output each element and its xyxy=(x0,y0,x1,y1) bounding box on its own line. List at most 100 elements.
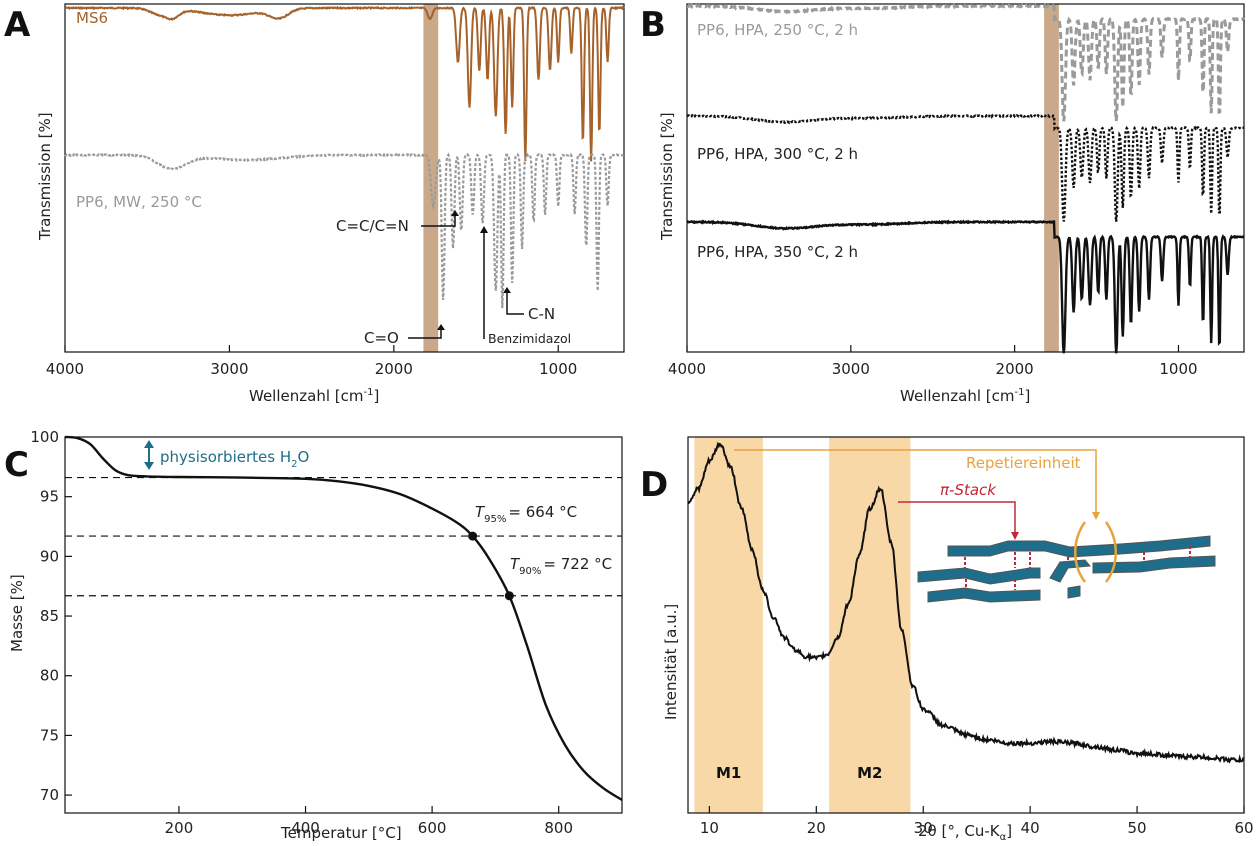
polymer-chain-top xyxy=(947,535,1211,558)
panel-c-marker xyxy=(504,591,514,601)
annotation-t95-symbol: T xyxy=(475,503,486,521)
polymer-chain-left-middle xyxy=(917,567,1041,585)
panel-d-x-tick-label: 60 xyxy=(1234,819,1253,837)
panel-b-ticks: 4000 3000 2000 1000 xyxy=(668,345,1198,378)
panel-a-series-label-ms6: MS6 xyxy=(76,9,108,27)
panel-b-x-tick-label: 3000 xyxy=(832,360,870,378)
polymer-chain-fragment xyxy=(1067,585,1081,599)
annotation-pi-stack: π-Stack xyxy=(940,481,997,499)
band-label-m1: M1 xyxy=(716,764,741,782)
panel-d-x-axis-label-main: 2θ [°, Cu-K xyxy=(918,822,1001,840)
annotation-t95-sub: 95% xyxy=(484,514,506,525)
annotation-c-c-c-n: C=C/C=N xyxy=(336,217,409,235)
annotation-physisorbed-sub: 2 xyxy=(291,459,297,470)
annotation-physisorbed-main: physisorbiertes H xyxy=(160,448,291,466)
polymer-chain-left-bottom xyxy=(927,587,1041,603)
panel-a: 4000 3000 2000 1000 MS6 PP6, MW, 250 °C C=C… xyxy=(36,3,625,405)
annotation-t90-sub: 90% xyxy=(519,566,541,577)
panel-d: 10 20 30 40 50 60 Repetiereinheit π-Stack M1 … xyxy=(662,436,1254,843)
panel-c-x-tick-label: 200 xyxy=(165,819,194,837)
polymer-stack-illustration xyxy=(917,521,1216,603)
panel-c-mass-curve xyxy=(64,435,623,801)
panel-c-y-tick-label: 85 xyxy=(40,607,59,625)
panel-d-band-m1 xyxy=(694,437,763,813)
annotation-benzimidazol-arrowhead xyxy=(480,226,488,233)
panel-b-band xyxy=(1044,4,1059,352)
panel-b-x-axis-label-sup: -1 xyxy=(1014,387,1024,398)
panel-b-x-tick-label: 2000 xyxy=(996,360,1034,378)
panel-c-y-axis-label: Masse [%] xyxy=(8,574,26,652)
panel-c-x-tick-label: 600 xyxy=(418,819,447,837)
panel-c-y-tick-label: 80 xyxy=(40,667,59,685)
panel-b-series-250-line xyxy=(686,2,1245,122)
panel-a-frame xyxy=(64,3,625,353)
panel-c-y-tick-label: 75 xyxy=(40,726,59,744)
annotation-t90: T90% = 722 °C xyxy=(510,555,612,577)
panel-a-x-axis-label-sup: -1 xyxy=(363,387,373,398)
panel-b-x-tick-label: 4000 xyxy=(668,360,706,378)
annotation-t90-value: = 722 °C xyxy=(543,555,612,573)
annotation-physisorbed-end: O xyxy=(297,448,309,466)
panel-c-marker xyxy=(468,531,478,541)
panel-d-ticks: 10 20 30 40 50 60 xyxy=(700,806,1254,837)
panel-letter-d: D xyxy=(640,465,668,505)
annotation-c-n: C-N xyxy=(528,305,555,323)
panel-b-series-label-350: PP6, HPA, 350 °C, 2 h xyxy=(697,243,858,261)
polymer-chain-right xyxy=(1092,555,1216,574)
panel-b-x-axis-label: Wellenzahl [cm-1] xyxy=(900,387,1030,405)
annotation-c-o: C=O xyxy=(364,329,399,347)
panel-b-x-axis-label-end: ] xyxy=(1024,387,1030,405)
panel-letter-b: B xyxy=(640,5,666,45)
panel-b-y-axis-label: Transmission [%] xyxy=(658,112,676,241)
panel-a-series-label-pp6-mw: PP6, MW, 250 °C xyxy=(76,193,202,211)
band-label-m2: M2 xyxy=(857,764,882,782)
panel-b-x-axis-label-main: Wellenzahl [cm xyxy=(900,387,1014,405)
panel-a-band xyxy=(423,4,439,352)
panel-a-x-axis-label-end: ] xyxy=(373,387,379,405)
panel-c-y-tick-label: 70 xyxy=(40,786,59,804)
panel-d-x-axis-label-sub: α xyxy=(1000,832,1007,843)
panel-b-series-300-line xyxy=(686,113,1245,222)
panel-b-x-tick-label: 1000 xyxy=(1159,360,1197,378)
pi-stack-bonds xyxy=(964,546,1191,590)
annotation-physisorbed-water: physisorbiertes H2O xyxy=(160,448,309,470)
repeat-unit-arrowhead xyxy=(1092,512,1100,520)
panel-d-x-tick-label: 10 xyxy=(700,819,719,837)
panel-c-reference-lines xyxy=(65,476,622,597)
panel-c-y-tick-label: 90 xyxy=(40,547,59,565)
panel-d-x-axis-label: 2θ [°, Cu-Kα] xyxy=(918,822,1012,843)
annotation-c-n-pointer xyxy=(506,290,524,315)
annotation-c-o-pointer xyxy=(408,327,442,339)
annotation-t95: T95% = 664 °C xyxy=(475,503,577,525)
panel-a-y-axis-label: Transmission [%] xyxy=(36,112,54,241)
panel-d-x-axis-label-end: ] xyxy=(1006,822,1012,840)
panel-d-frame xyxy=(687,436,1245,814)
physisorbed-arrow-down xyxy=(144,462,154,470)
panel-a-x-tick-label: 3000 xyxy=(210,360,248,378)
panel-letter-a: A xyxy=(4,5,31,45)
annotation-c-o-arrowhead xyxy=(437,324,445,330)
panel-b-frame xyxy=(686,3,1245,353)
annotation-c-c-c-n-arrowhead xyxy=(451,210,459,216)
panel-c-markers xyxy=(468,531,514,601)
panel-b-series-label-300: PP6, HPA, 300 °C, 2 h xyxy=(697,145,858,163)
annotation-c-n-arrowhead xyxy=(503,287,511,293)
panel-d-xrd-curve xyxy=(687,441,1245,764)
panel-a-series-ms6-line xyxy=(64,5,625,162)
panel-d-y-axis-label: Intensität [a.u.] xyxy=(662,604,680,720)
panel-a-x-axis-label: Wellenzahl [cm-1] xyxy=(249,387,379,405)
panel-c-x-axis-label: Temperatur [°C] xyxy=(280,824,402,842)
panel-c-y-tick-label: 100 xyxy=(30,428,59,446)
panel-c-ticks: 200 400 600 800 70 75 80 85 90 95 100 xyxy=(30,428,573,837)
pi-stack-pointer xyxy=(898,501,1016,535)
repeat-unit-pointer xyxy=(734,449,1097,515)
panel-c-x-tick-label: 800 xyxy=(544,819,573,837)
panel-letter-c: C xyxy=(4,445,29,485)
panel-b-series-350-line xyxy=(686,219,1245,354)
panel-a-x-tick-label: 4000 xyxy=(46,360,84,378)
panel-a-x-tick-label: 2000 xyxy=(375,360,413,378)
pi-stack-arrowhead xyxy=(1011,532,1019,540)
annotation-c-c-c-n-pointer xyxy=(421,213,456,227)
annotation-t95-value: = 664 °C xyxy=(508,503,577,521)
